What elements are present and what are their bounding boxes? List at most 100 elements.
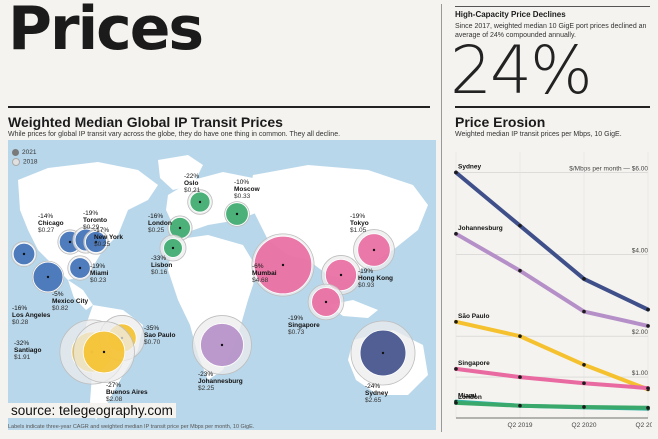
label-change-tokyo: -19% xyxy=(350,213,365,220)
point-sao-paulo-2 xyxy=(582,363,586,367)
series-label-singapore: Singapore xyxy=(458,360,490,367)
label-city-johannesburg: Johannesburg xyxy=(198,378,243,385)
label-city-santiago: Santiago xyxy=(14,347,41,354)
point-sao-paulo-0 xyxy=(454,320,458,324)
point-sydney-0 xyxy=(454,170,458,175)
label-city-sydney: Sydney xyxy=(365,390,389,397)
label-change-santiago: -32% xyxy=(14,340,29,347)
column-divider xyxy=(441,4,442,432)
bubble-center-buenos-aires xyxy=(102,350,106,354)
label-price-los-angeles: $0.28 xyxy=(12,319,29,326)
bubble-center-johannesburg xyxy=(220,343,224,347)
section-rule-right xyxy=(455,106,650,108)
x-tick-label-0: Q2 2019 xyxy=(508,422,533,429)
bubble-center-tokyo xyxy=(372,248,376,252)
point-sydney-2 xyxy=(582,277,586,281)
point-singapore-3 xyxy=(646,386,650,390)
label-change-miami: -19% xyxy=(90,263,105,270)
label-change-new-york: -17% xyxy=(94,227,109,234)
label-city-lisbon: Lisbon xyxy=(151,262,172,269)
label-change-sydney: -24% xyxy=(365,383,380,390)
series-label-london: London xyxy=(458,394,482,401)
bubble-center-chicago xyxy=(68,240,72,244)
label-price-miami: $0.23 xyxy=(90,277,107,284)
label-price-sao-paulo: $0.70 xyxy=(144,339,161,346)
source-credit: source: telegeography.com xyxy=(8,403,176,418)
point-sao-paulo-1 xyxy=(518,334,522,338)
label-city-chicago: Chicago xyxy=(38,220,64,227)
central-america-shape xyxy=(68,280,93,310)
series-label-johannesburg: Johannesburg xyxy=(458,225,503,232)
point-london-3 xyxy=(646,405,650,410)
label-price-mumbai: $4.68 xyxy=(252,277,269,284)
series-line-singapore xyxy=(454,366,650,391)
x-tick-label-2: Q2 2021 xyxy=(636,422,652,429)
label-price-chicago: $0.27 xyxy=(38,227,55,234)
series-line-sao-paulo xyxy=(454,319,650,392)
series-label-sydney: Sydney xyxy=(458,163,482,170)
bubble-center-new-york xyxy=(94,240,98,244)
point-johannesburg-0 xyxy=(454,232,458,236)
label-change-toronto: -19% xyxy=(83,210,98,217)
label-city-new-york: New York xyxy=(94,234,123,241)
label-change-hong-kong: -19% xyxy=(358,268,373,275)
legend-swatch-2018 xyxy=(12,158,20,166)
kicker-text: Since 2017, weighted median 10 GigE port… xyxy=(455,23,647,39)
label-change-mumbai: -6% xyxy=(252,263,264,270)
label-city-singapore: Singapore xyxy=(288,322,320,329)
label-price-london: $0.25 xyxy=(148,227,165,234)
africa-shape xyxy=(168,235,258,380)
price-erosion-chart: $1.00 $2.00 $4.00 $/Mbps per month — $6.00 Q… xyxy=(454,152,658,429)
point-london-2 xyxy=(582,405,586,409)
label-change-los-angeles: -16% xyxy=(12,305,27,312)
point-johannesburg-2 xyxy=(582,309,586,314)
y-tick-label-3: $/Mbps per month — $6.00 xyxy=(569,165,648,172)
label-price-mexico-city: $0.82 xyxy=(52,305,69,312)
bubble-center-london xyxy=(178,226,182,230)
map-subtitle: While prices for global IP transit vary … xyxy=(8,131,341,138)
label-change-sao-paulo: -35% xyxy=(144,325,159,332)
map-title: Weighted Median Global IP Transit Prices xyxy=(8,114,283,130)
label-price-buenos-aires: $2.08 xyxy=(106,396,123,403)
label-price-moscow: $0.33 xyxy=(234,193,251,200)
y-tick-label-1: $2.00 xyxy=(632,329,649,336)
bubble-center-oslo xyxy=(198,200,202,204)
point-johannesburg-1 xyxy=(518,268,522,273)
point-london-0 xyxy=(454,401,458,405)
point-sydney-3 xyxy=(646,307,650,312)
map-footnote: Labels indicate three-year CAGR and weig… xyxy=(8,424,255,430)
kicker-rule xyxy=(455,6,650,7)
bubble-center-mumbai xyxy=(281,263,285,267)
series-line-london xyxy=(454,400,650,410)
series-line-johannesburg xyxy=(454,231,650,328)
label-city-sao-paulo: Sao Paulo xyxy=(144,332,175,339)
bubble-center-sydney xyxy=(381,351,385,355)
label-change-lisbon: -33% xyxy=(151,255,166,262)
north-america-shape xyxy=(18,162,158,280)
erosion-title: Price Erosion xyxy=(455,114,546,130)
bubble-center-miami xyxy=(78,266,82,270)
big-number: 24% xyxy=(450,32,593,109)
point-london-1 xyxy=(518,403,522,408)
label-price-oslo: $0.21 xyxy=(184,187,201,194)
label-price-toronto: $0.29 xyxy=(83,224,100,231)
series-line-sydney xyxy=(454,170,650,312)
kicker-title: High-Capacity Price Declines xyxy=(455,10,566,19)
label-city-moscow: Moscow xyxy=(234,186,261,193)
map-panel: -14% Chicago $0.27 -19% Toronto $0.29 -17% New … xyxy=(8,140,436,430)
label-change-singapore: -19% xyxy=(288,315,303,322)
erosion-subtitle: Weighted median IP transit prices per Mb… xyxy=(455,131,622,138)
label-city-oslo: Oslo xyxy=(184,180,198,187)
legend-label-2018: 2018 xyxy=(23,158,38,166)
point-singapore-2 xyxy=(582,381,586,386)
label-price-singapore: $0.73 xyxy=(288,329,305,336)
label-change-chicago: -14% xyxy=(38,213,53,220)
legend-item-2018: 2018 xyxy=(12,158,37,166)
point-singapore-1 xyxy=(518,375,522,379)
series-label-miami: Miami xyxy=(458,393,477,400)
label-price-hong-kong: $0.93 xyxy=(358,282,375,289)
label-change-johannesburg: -23% xyxy=(198,371,213,378)
y-tick-label-2: $4.00 xyxy=(632,247,649,254)
point-sydney-1 xyxy=(518,223,522,228)
erosion-panel: $1.00 $2.00 $4.00 $/Mbps per month — $6.00 Q… xyxy=(452,140,658,432)
